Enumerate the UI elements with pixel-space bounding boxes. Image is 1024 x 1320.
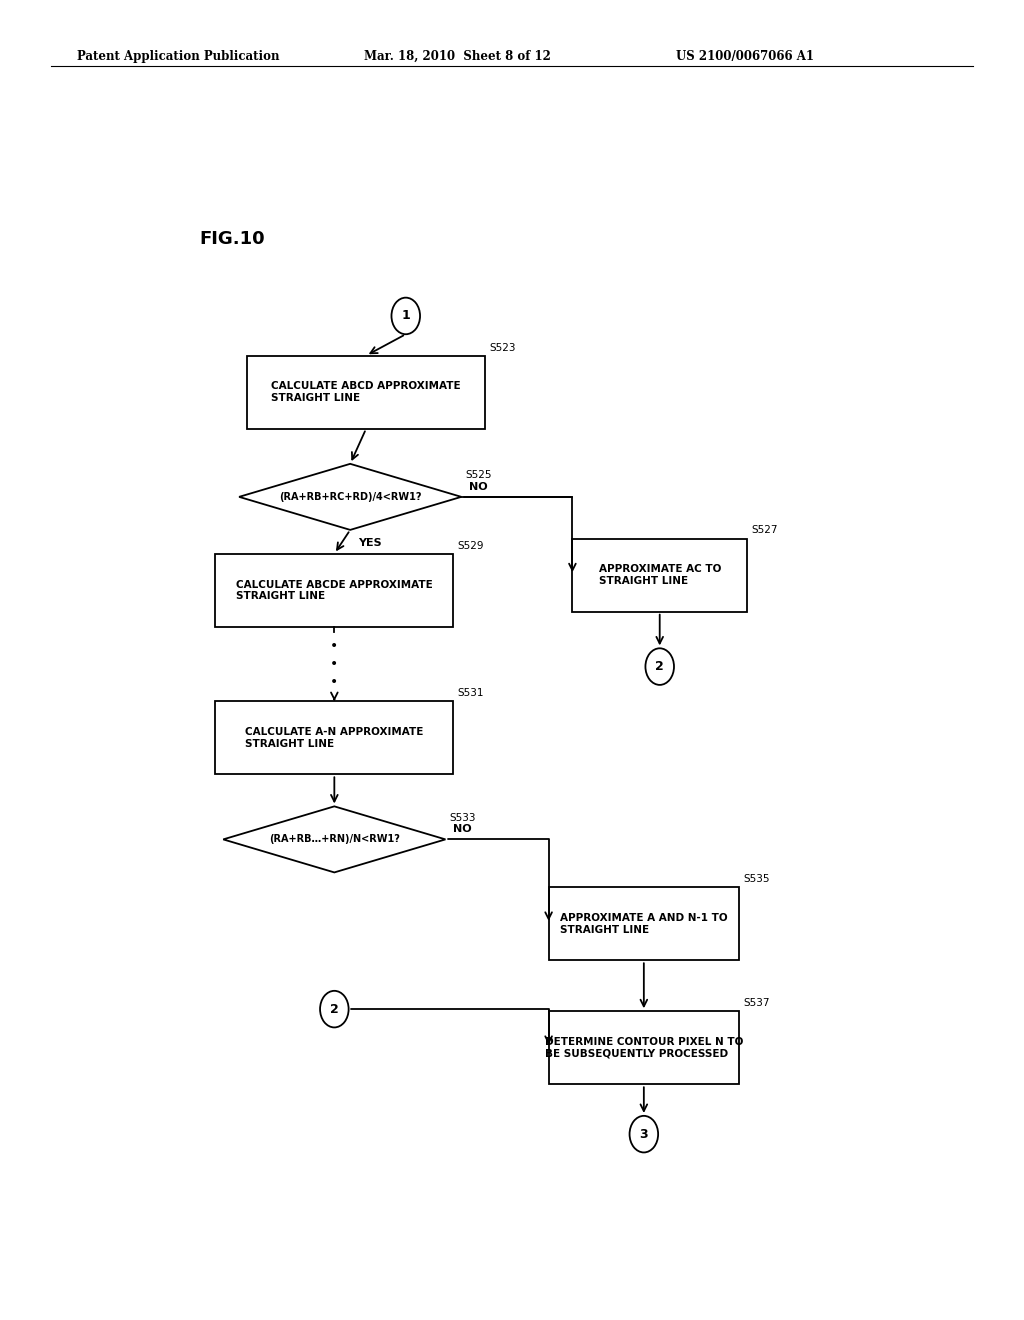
Text: DETERMINE CONTOUR PIXEL N TO
BE SUBSEQUENTLY PROCESSED: DETERMINE CONTOUR PIXEL N TO BE SUBSEQUE… [545, 1038, 743, 1059]
FancyBboxPatch shape [549, 887, 739, 961]
Text: •: • [330, 639, 339, 653]
Text: NO: NO [454, 824, 472, 834]
Text: S531: S531 [458, 688, 484, 698]
Text: 3: 3 [640, 1127, 648, 1140]
Text: US 2100/0067066 A1: US 2100/0067066 A1 [676, 50, 814, 63]
Text: •: • [330, 676, 339, 689]
Text: CALCULATE A-N APPROXIMATE
STRAIGHT LINE: CALCULATE A-N APPROXIMATE STRAIGHT LINE [245, 727, 424, 748]
Text: (RA+RB…+RN)/N<RW1?: (RA+RB…+RN)/N<RW1? [269, 834, 399, 845]
Text: Patent Application Publication: Patent Application Publication [77, 50, 280, 63]
Polygon shape [240, 463, 462, 529]
FancyBboxPatch shape [572, 539, 748, 611]
Text: S525: S525 [465, 470, 492, 480]
Circle shape [391, 297, 420, 334]
Text: Mar. 18, 2010  Sheet 8 of 12: Mar. 18, 2010 Sheet 8 of 12 [364, 50, 550, 63]
Text: S535: S535 [743, 874, 770, 884]
Text: 2: 2 [655, 660, 665, 673]
Text: APPROXIMATE AC TO
STRAIGHT LINE: APPROXIMATE AC TO STRAIGHT LINE [598, 565, 721, 586]
Text: S537: S537 [743, 998, 770, 1008]
Text: CALCULATE ABCD APPROXIMATE
STRAIGHT LINE: CALCULATE ABCD APPROXIMATE STRAIGHT LINE [271, 381, 461, 403]
Text: S527: S527 [751, 525, 777, 536]
FancyBboxPatch shape [215, 701, 454, 775]
Circle shape [630, 1115, 658, 1152]
Text: YES: YES [358, 539, 382, 548]
Text: NO: NO [469, 482, 487, 492]
Text: (RA+RB+RC+RD)/4<RW1?: (RA+RB+RC+RD)/4<RW1? [279, 492, 422, 502]
Text: CALCULATE ABCDE APPROXIMATE
STRAIGHT LINE: CALCULATE ABCDE APPROXIMATE STRAIGHT LIN… [236, 579, 433, 601]
Polygon shape [223, 807, 445, 873]
FancyBboxPatch shape [247, 355, 485, 429]
Text: S529: S529 [458, 541, 484, 550]
Circle shape [645, 648, 674, 685]
Text: •: • [330, 657, 339, 671]
Circle shape [321, 991, 348, 1027]
Text: APPROXIMATE A AND N-1 TO
STRAIGHT LINE: APPROXIMATE A AND N-1 TO STRAIGHT LINE [560, 913, 728, 935]
Text: FIG.10: FIG.10 [200, 230, 265, 248]
Text: S523: S523 [489, 342, 516, 352]
FancyBboxPatch shape [549, 1011, 739, 1084]
FancyBboxPatch shape [215, 554, 454, 627]
Text: 1: 1 [401, 309, 411, 322]
Text: 2: 2 [330, 1003, 339, 1015]
Text: S533: S533 [450, 813, 476, 822]
